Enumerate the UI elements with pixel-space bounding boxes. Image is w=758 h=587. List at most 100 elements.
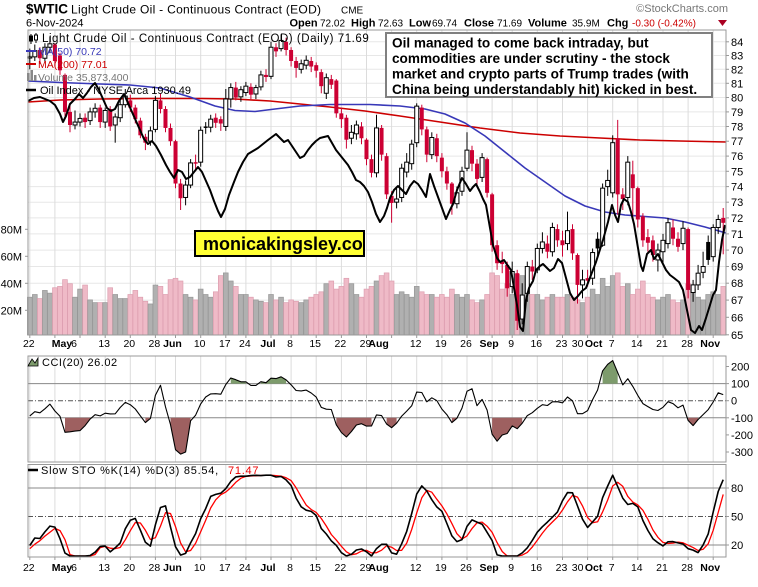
svg-text:Volume 35,873,400: Volume 35,873,400 [38, 72, 129, 84]
svg-text:17: 17 [219, 338, 231, 350]
svg-text:73: 73 [731, 197, 743, 209]
svg-text:16: 16 [530, 562, 542, 574]
svg-text:65: 65 [731, 330, 743, 342]
svg-text:79: 79 [731, 107, 743, 119]
svg-text:20: 20 [123, 562, 135, 574]
svg-text:22: 22 [23, 338, 35, 350]
svg-text:81: 81 [731, 78, 743, 90]
svg-text:7: 7 [609, 562, 615, 574]
svg-text:-0.30 (-0.42%): -0.30 (-0.42%) [632, 19, 696, 30]
svg-text:60M: 60M [1, 251, 22, 263]
svg-text:77: 77 [731, 136, 743, 148]
svg-text:66: 66 [731, 312, 743, 324]
svg-text:-200: -200 [731, 430, 753, 442]
svg-text:9: 9 [508, 562, 514, 574]
svg-text:13: 13 [98, 338, 110, 350]
svg-text:Jul: Jul [260, 338, 275, 350]
svg-text:market and crypto parts of Tru: market and crypto parts of Trump trades … [392, 67, 689, 82]
svg-text:80M: 80M [1, 224, 22, 236]
svg-text:29: 29 [360, 562, 372, 574]
svg-text:6-Nov-2024: 6-Nov-2024 [26, 18, 83, 30]
svg-text:22: 22 [23, 562, 35, 574]
svg-text:35.9M: 35.9M [572, 19, 600, 30]
svg-text:9: 9 [508, 338, 514, 350]
svg-text:28: 28 [149, 338, 161, 350]
svg-text:67: 67 [731, 295, 743, 307]
svg-text:Volume: Volume [528, 18, 567, 30]
svg-text:6: 6 [71, 562, 77, 574]
svg-text:23: 23 [556, 562, 568, 574]
svg-text:Sep: Sep [479, 338, 498, 350]
svg-text:13: 13 [98, 562, 110, 574]
svg-text:19: 19 [435, 338, 447, 350]
svg-text:10: 10 [194, 338, 206, 350]
svg-text:8: 8 [287, 338, 293, 350]
svg-text:24: 24 [239, 562, 251, 574]
svg-text:8: 8 [287, 562, 293, 574]
svg-text:Sep: Sep [479, 562, 498, 574]
svg-text:23: 23 [556, 338, 568, 350]
svg-text:26: 26 [460, 562, 472, 574]
svg-text:Jun: Jun [163, 562, 182, 574]
svg-text:26: 26 [460, 338, 472, 350]
svg-text:71.47: 71.47 [228, 465, 259, 477]
svg-text:-300: -300 [731, 447, 753, 459]
svg-text:28: 28 [681, 338, 693, 350]
svg-text:30: 30 [572, 562, 584, 574]
svg-text:Slow STO %K(14) %D(3) 85.54,: Slow STO %K(14) %D(3) 85.54, [41, 465, 219, 477]
svg-text:Light Crude Oil - Continuous C: Light Crude Oil - Continuous Contract (E… [42, 33, 369, 45]
svg-text:Aug: Aug [368, 562, 388, 574]
svg-text:0: 0 [731, 396, 737, 408]
svg-text:MA(50) 70.72: MA(50) 70.72 [38, 46, 102, 58]
svg-text:monicakingsley.co: monicakingsley.co [203, 234, 363, 254]
svg-text:15: 15 [309, 562, 321, 574]
svg-text:69: 69 [731, 262, 743, 274]
svg-text:Aug: Aug [368, 338, 388, 350]
svg-text:12: 12 [410, 562, 422, 574]
svg-text:200: 200 [731, 362, 749, 374]
svg-text:10: 10 [194, 562, 206, 574]
svg-text:©StockCharts.com: ©StockCharts.com [636, 3, 728, 15]
svg-text:16: 16 [530, 338, 542, 350]
svg-text:83: 83 [731, 51, 743, 63]
svg-text:17: 17 [219, 562, 231, 574]
svg-text:Light Crude Oil - Continuous C: Light Crude Oil - Continuous Contract (E… [71, 3, 321, 17]
svg-text:69.74: 69.74 [432, 19, 457, 30]
svg-text:20: 20 [123, 338, 135, 350]
svg-text:50: 50 [731, 512, 743, 524]
svg-text:82: 82 [731, 64, 743, 76]
svg-text:Oil Index - NYSE Arca 1930.49: Oil Index - NYSE Arca 1930.49 [40, 85, 191, 97]
svg-text:80: 80 [731, 93, 743, 105]
svg-text:MA(200) 77.01: MA(200) 77.01 [38, 59, 108, 71]
svg-text:22: 22 [335, 338, 347, 350]
svg-text:Low: Low [409, 18, 431, 30]
svg-text:75: 75 [731, 166, 743, 178]
svg-text:30: 30 [572, 338, 584, 350]
svg-text:21: 21 [656, 562, 668, 574]
svg-text:7: 7 [609, 338, 615, 350]
svg-text:72.02: 72.02 [320, 19, 345, 30]
svg-text:20: 20 [731, 540, 743, 552]
svg-text:70: 70 [731, 245, 743, 257]
svg-text:12: 12 [410, 338, 422, 350]
svg-text:28: 28 [149, 562, 161, 574]
svg-text:71.69: 71.69 [497, 19, 522, 30]
svg-text:May: May [52, 338, 73, 350]
svg-text:Oct: Oct [585, 562, 603, 574]
svg-text:20M: 20M [1, 305, 22, 317]
svg-text:40M: 40M [1, 278, 22, 290]
svg-text:May: May [52, 562, 73, 574]
svg-text:72: 72 [731, 213, 743, 225]
svg-text:CME: CME [341, 6, 364, 17]
svg-text:78: 78 [731, 122, 743, 134]
svg-text:19: 19 [435, 562, 447, 574]
svg-text:74: 74 [731, 182, 743, 194]
svg-text:14: 14 [631, 562, 643, 574]
svg-text:21: 21 [656, 338, 668, 350]
svg-text:Oil managed to come back intra: Oil managed to come back intraday, but [392, 36, 649, 51]
svg-text:100: 100 [731, 379, 749, 391]
svg-text:CCI(20) 26.02: CCI(20) 26.02 [42, 357, 118, 369]
svg-text:Oct: Oct [585, 338, 603, 350]
svg-text:Nov: Nov [700, 562, 720, 574]
svg-text:Jun: Jun [163, 338, 182, 350]
